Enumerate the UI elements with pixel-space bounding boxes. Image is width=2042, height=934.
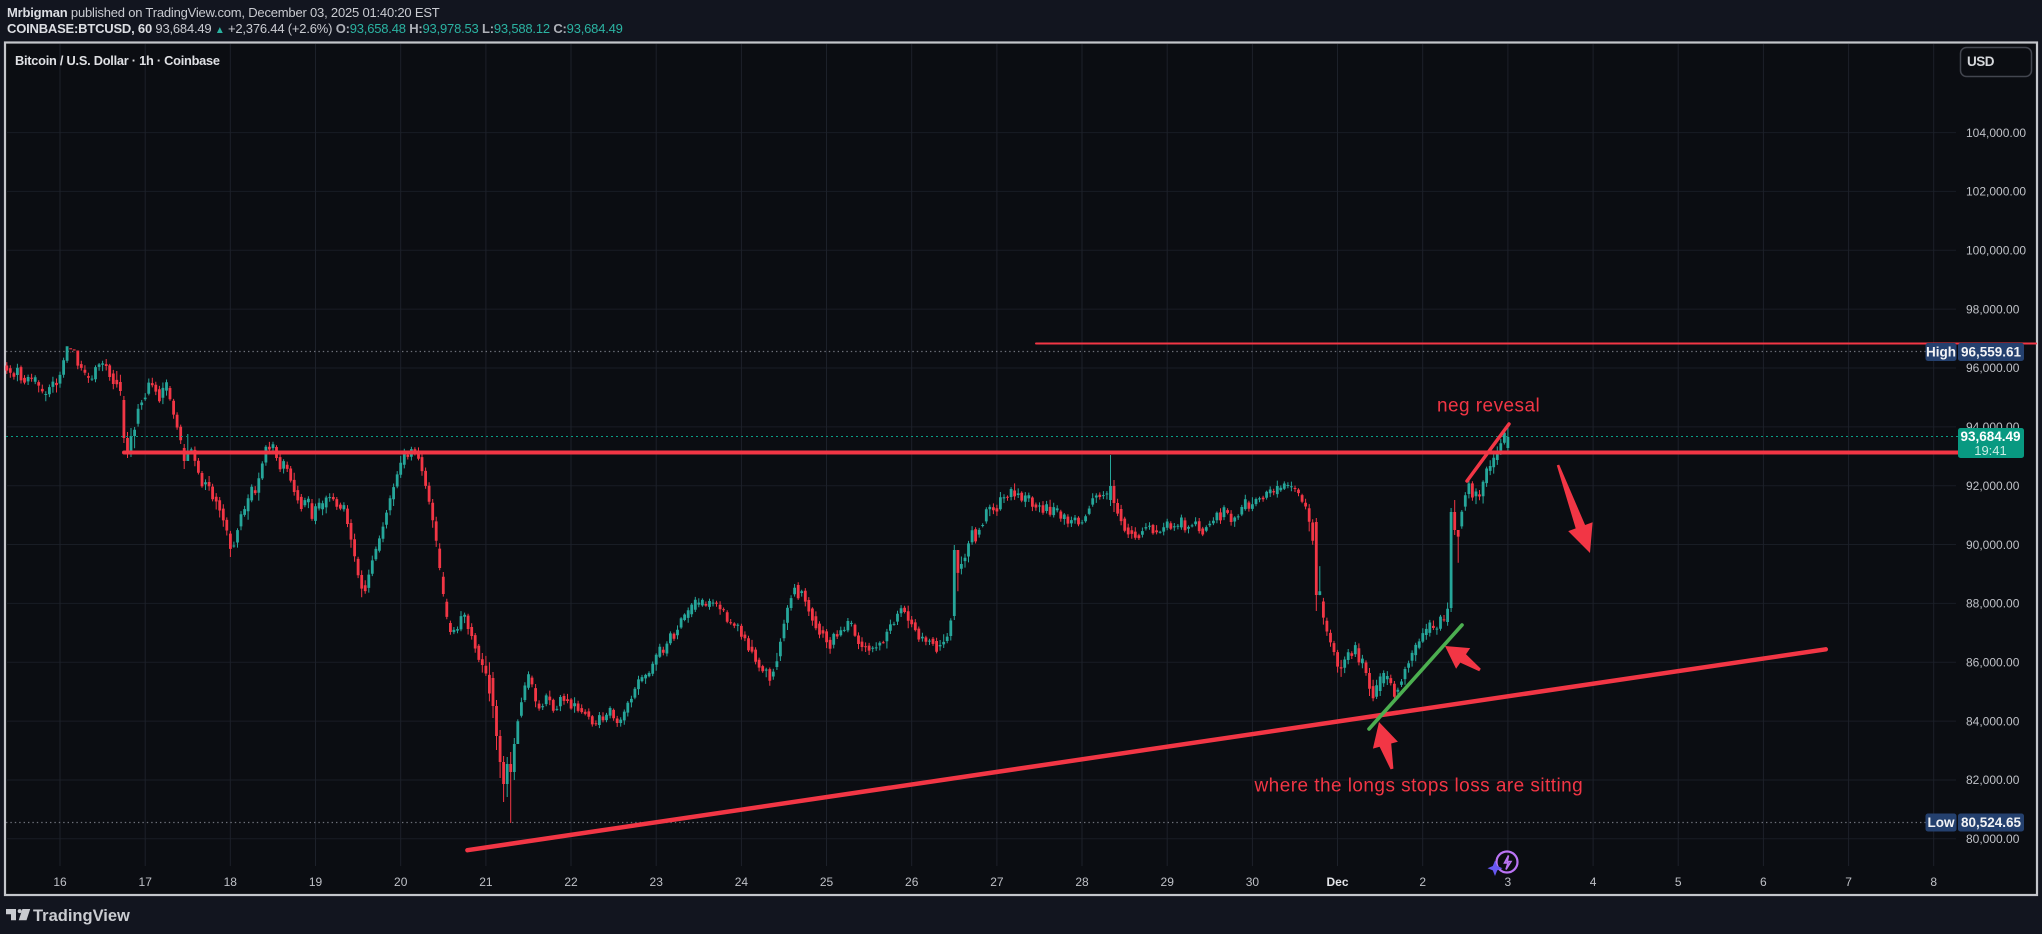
svg-text:2: 2 xyxy=(1419,875,1426,889)
svg-text:93,684.49: 93,684.49 xyxy=(1960,429,2020,444)
svg-text:20: 20 xyxy=(394,875,408,889)
svg-text:5: 5 xyxy=(1675,875,1682,889)
svg-text:100,000.00: 100,000.00 xyxy=(1966,244,2026,258)
svg-text:6: 6 xyxy=(1760,875,1767,889)
svg-text:30: 30 xyxy=(1246,875,1260,889)
svg-text:80,000.00: 80,000.00 xyxy=(1966,832,2020,846)
svg-text:23: 23 xyxy=(650,875,664,889)
svg-text:96,559.61: 96,559.61 xyxy=(1961,345,2022,360)
svg-text:28: 28 xyxy=(1075,875,1089,889)
svg-text:82,000.00: 82,000.00 xyxy=(1966,773,2020,787)
svg-text:24: 24 xyxy=(735,875,749,889)
svg-text:27: 27 xyxy=(990,875,1004,889)
svg-text:neg revesal: neg revesal xyxy=(1437,396,1540,417)
svg-text:USD: USD xyxy=(1967,54,1995,69)
svg-text:22: 22 xyxy=(564,875,578,889)
svg-text:98,000.00: 98,000.00 xyxy=(1966,302,2020,316)
svg-text:104,000.00: 104,000.00 xyxy=(1966,126,2026,140)
svg-text:Dec: Dec xyxy=(1326,875,1348,889)
svg-text:Bitcoin / U.S. Dollar · 1h · C: Bitcoin / U.S. Dollar · 1h · Coinbase xyxy=(15,53,220,68)
svg-text:90,000.00: 90,000.00 xyxy=(1966,538,2020,552)
svg-text:26: 26 xyxy=(905,875,919,889)
svg-text:19:41: 19:41 xyxy=(1974,443,2007,458)
svg-text:80,524.65: 80,524.65 xyxy=(1961,815,2022,830)
svg-text:High: High xyxy=(1926,345,1956,360)
svg-text:96,000.00: 96,000.00 xyxy=(1966,361,2020,375)
svg-text:21: 21 xyxy=(479,875,493,889)
svg-text:7: 7 xyxy=(1845,875,1852,889)
svg-text:84,000.00: 84,000.00 xyxy=(1966,714,2020,728)
svg-text:18: 18 xyxy=(224,875,238,889)
svg-text:29: 29 xyxy=(1161,875,1175,889)
svg-text:19: 19 xyxy=(309,875,323,889)
svg-text:16: 16 xyxy=(53,875,67,889)
svg-text:102,000.00: 102,000.00 xyxy=(1966,185,2026,199)
svg-text:88,000.00: 88,000.00 xyxy=(1966,597,2020,611)
svg-text:3: 3 xyxy=(1505,875,1512,889)
svg-text:4: 4 xyxy=(1590,875,1597,889)
svg-text:92,000.00: 92,000.00 xyxy=(1966,479,2020,493)
svg-text:86,000.00: 86,000.00 xyxy=(1966,656,2020,670)
svg-text:17: 17 xyxy=(139,875,153,889)
svg-text:Low: Low xyxy=(1928,815,1955,830)
svg-text:8: 8 xyxy=(1930,875,1937,889)
svg-text:25: 25 xyxy=(820,875,834,889)
svg-text:where the longs stops loss are: where the longs stops loss are sitting xyxy=(1254,776,1584,797)
